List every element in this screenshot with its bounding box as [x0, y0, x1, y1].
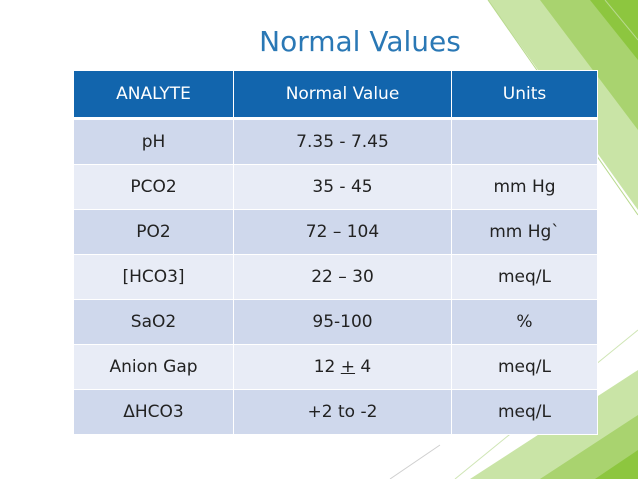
table-row: PO2 72 – 104 mm Hg`: [73, 209, 598, 255]
table-row: SaO2 95-100 %: [73, 299, 598, 345]
units-cell: [451, 118, 598, 165]
analyte-cell: SaO2: [73, 299, 234, 345]
value-prefix: 12: [313, 357, 341, 377]
decor-facet-top-mid: [540, 0, 638, 130]
normal-value-cell: +2 to -2: [233, 389, 452, 435]
units-cell: mm Hg: [451, 164, 598, 210]
table-row: pH 7.35 - 7.45: [73, 118, 598, 165]
decor-line-top-2: [604, 0, 638, 41]
analyte-cell: ΔHCO3: [73, 389, 234, 435]
units-cell: %: [451, 299, 598, 345]
decor-facet-bottom-dark: [595, 450, 638, 479]
decor-facet-top-dark: [590, 0, 638, 60]
normal-value-cell: 72 – 104: [233, 209, 452, 255]
analyte-cell: PCO2: [73, 164, 234, 210]
decor-facet-bottom-mid: [540, 415, 638, 479]
table-row: ΔHCO3 +2 to -2 meq/L: [73, 389, 598, 435]
analyte-cell: [HCO3]: [73, 254, 234, 300]
units-cell: meq/L: [451, 344, 598, 390]
plus-minus-sign: +: [340, 357, 356, 377]
table-row: PCO2 35 - 45 mm Hg: [73, 164, 598, 210]
normal-value-cell: 7.35 - 7.45: [233, 118, 452, 165]
table-header-row: ANALYTE Normal Value Units: [73, 70, 598, 120]
slide-title: Normal Values: [259, 25, 461, 58]
decor-line-bottom: [389, 444, 441, 479]
header-units: Units: [451, 70, 598, 120]
header-analyte: ANALYTE: [73, 70, 234, 120]
analyte-cell: Anion Gap: [73, 344, 234, 390]
normal-value-cell: 22 – 30: [233, 254, 452, 300]
units-cell: mm Hg`: [451, 209, 598, 255]
normal-value-cell: 12 + 4: [233, 344, 452, 390]
normal-values-table: ANALYTE Normal Value Units pH 7.35 - 7.4…: [73, 70, 598, 435]
units-cell: meq/L: [451, 254, 598, 300]
analyte-cell: pH: [73, 118, 234, 165]
table-row: [HCO3] 22 – 30 meq/L: [73, 254, 598, 300]
units-cell: meq/L: [451, 389, 598, 435]
analyte-cell: PO2: [73, 209, 234, 255]
value-suffix: 4: [355, 357, 372, 377]
table-row: Anion Gap 12 + 4 meq/L: [73, 344, 598, 390]
header-normal-value: Normal Value: [233, 70, 452, 120]
normal-value-cell: 35 - 45: [233, 164, 452, 210]
normal-value-cell: 95-100: [233, 299, 452, 345]
